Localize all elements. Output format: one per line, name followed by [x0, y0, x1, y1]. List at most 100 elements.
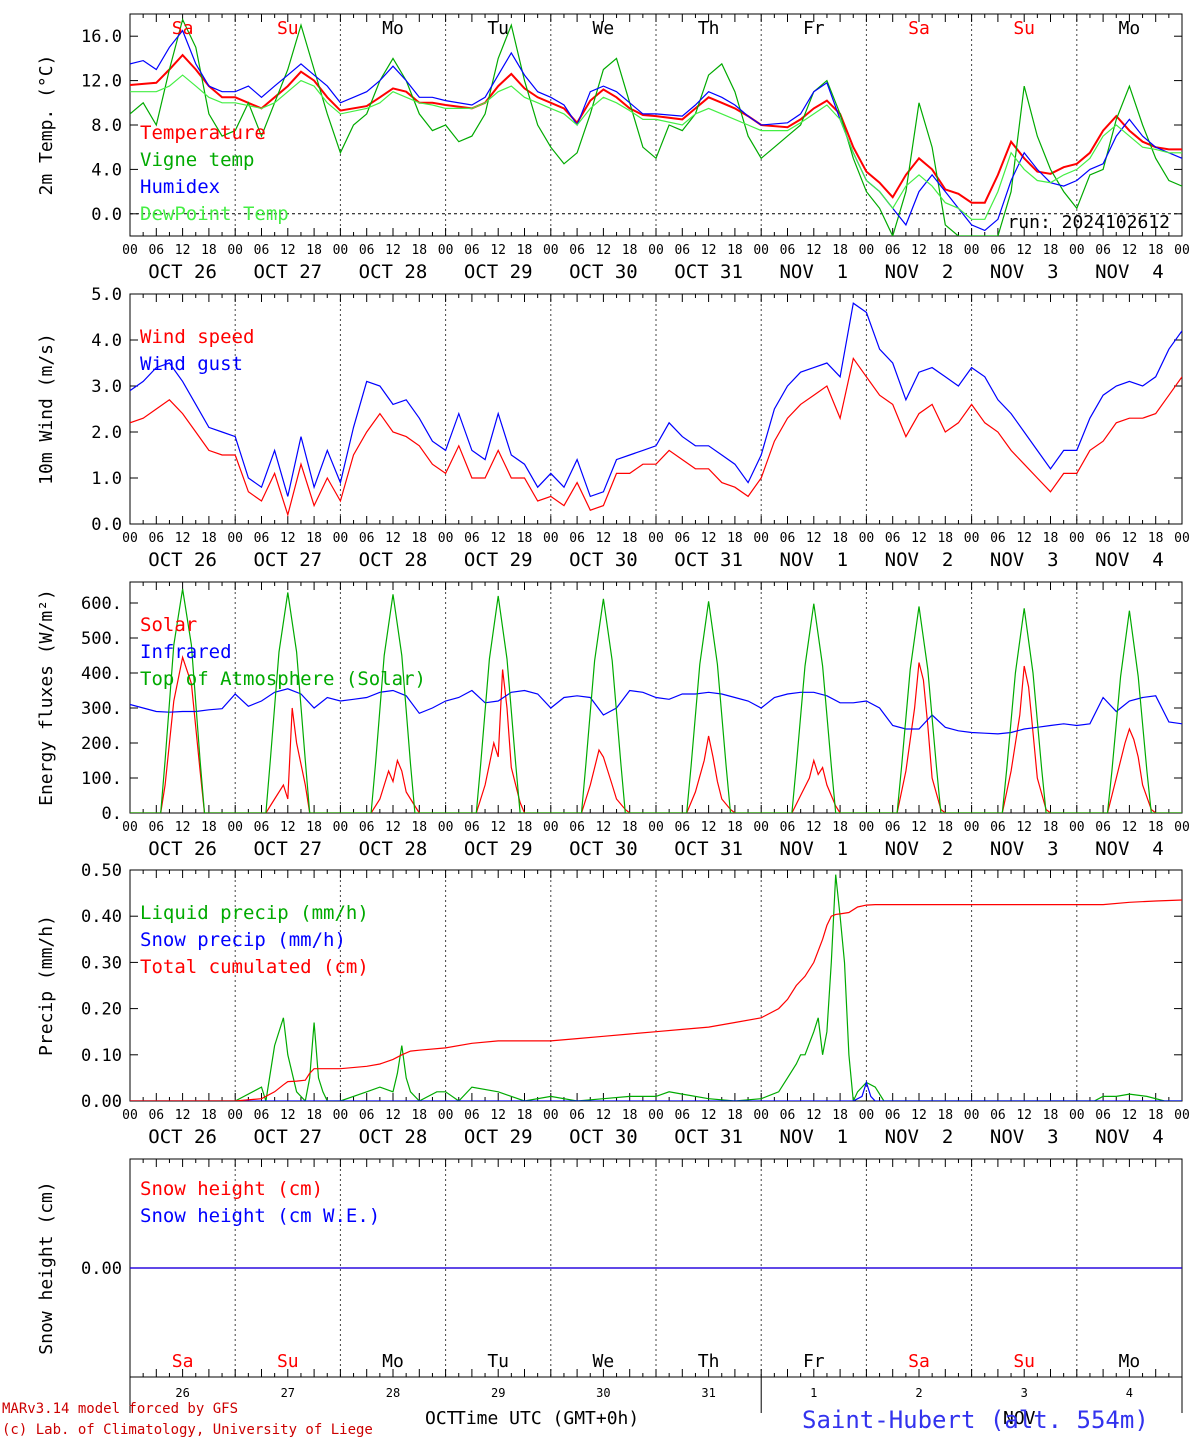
- hour-tick-label: 06: [148, 1108, 164, 1123]
- hour-tick-label: 00: [859, 243, 875, 258]
- y-tick-label: 0.: [102, 804, 122, 824]
- footer-lab-line: (c) Lab. of Climatology, University of L…: [2, 1422, 373, 1438]
- hour-tick-label: 18: [411, 243, 427, 258]
- date-label: OCT 30: [569, 1126, 638, 1148]
- date-label: NOV 3: [990, 261, 1059, 283]
- hour-tick-label: 12: [701, 820, 717, 835]
- y-tick-label: 0.30: [81, 953, 122, 973]
- date-label: OCT 26: [148, 1126, 217, 1148]
- day-of-week-label: Su: [277, 1351, 299, 1372]
- hour-tick-label: 18: [201, 820, 217, 835]
- day-number-label: 26: [175, 1386, 189, 1400]
- hour-tick-label: 18: [201, 531, 217, 546]
- date-label: NOV 1: [779, 1126, 848, 1148]
- hour-tick-label: 06: [359, 243, 375, 258]
- hour-tick-label: 12: [490, 243, 506, 258]
- series-line-4: [130, 74, 1182, 220]
- hour-tick-label: 06: [148, 243, 164, 258]
- series-line-2: [130, 1080, 1182, 1101]
- hour-tick-label: 06: [990, 820, 1006, 835]
- hour-tick-label: 18: [832, 243, 848, 258]
- hour-tick-label: 12: [1122, 820, 1138, 835]
- hour-tick-label: 18: [937, 243, 953, 258]
- legend-entry: Solar: [140, 614, 197, 636]
- hour-tick-label: 00: [227, 820, 243, 835]
- hour-tick-label: 00: [648, 243, 664, 258]
- hour-tick-label: 00: [964, 1108, 980, 1123]
- hour-tick-label: 18: [306, 1108, 322, 1123]
- hour-tick-label: 06: [1095, 531, 1111, 546]
- hour-tick-label: 12: [701, 531, 717, 546]
- y-tick-label: 5.0: [91, 285, 122, 305]
- hour-tick-label: 06: [674, 531, 690, 546]
- y-tick-label: 0.00: [81, 1092, 122, 1112]
- hour-tick-label: 18: [937, 531, 953, 546]
- hour-tick-label: 00: [859, 531, 875, 546]
- hour-tick-label: 12: [175, 243, 191, 258]
- date-label: OCT 27: [253, 838, 322, 860]
- y-tick-label: 400.: [81, 664, 122, 684]
- hour-tick-label: 00: [1069, 1108, 1085, 1123]
- day-of-week-label: Mo: [382, 18, 404, 39]
- hour-tick-label: 00: [1069, 820, 1085, 835]
- y-tick-label: 12.0: [81, 72, 122, 92]
- date-label: OCT 28: [359, 261, 428, 283]
- hour-tick-label: 00: [543, 820, 559, 835]
- hour-tick-label: 06: [1095, 243, 1111, 258]
- date-label: NOV 4: [1095, 261, 1164, 283]
- hour-tick-label: 12: [1122, 1108, 1138, 1123]
- hour-tick-label: 06: [359, 531, 375, 546]
- hour-tick-label: 18: [411, 531, 427, 546]
- day-of-week-label: Mo: [382, 1351, 404, 1372]
- hour-tick-label: 12: [280, 531, 296, 546]
- hour-tick-label: 06: [254, 531, 270, 546]
- legend-entry: Liquid precip (mm/h): [140, 902, 369, 924]
- hour-tick-label: 06: [569, 531, 585, 546]
- hour-tick-label: 18: [727, 1108, 743, 1123]
- day-of-week-label: We: [593, 1351, 615, 1372]
- hour-tick-label: 06: [780, 243, 796, 258]
- hour-tick-label: 00: [964, 531, 980, 546]
- hour-tick-label: 12: [701, 243, 717, 258]
- day-number-label: 3: [1021, 1386, 1028, 1400]
- day-of-week-label: Tu: [487, 1351, 509, 1372]
- hour-tick-label: 06: [464, 243, 480, 258]
- hour-tick-label: 18: [1043, 1108, 1059, 1123]
- y-tick-label: 16.0: [81, 27, 122, 47]
- date-label: NOV 2: [885, 549, 954, 571]
- panel-5: 0.00 Snow height (cm) Snow height (cm) Snow…: [36, 1158, 1183, 1413]
- hour-tick-label: 06: [254, 243, 270, 258]
- date-label: OCT 26: [148, 838, 217, 860]
- hour-tick-label: 18: [727, 243, 743, 258]
- hour-tick-label: 00: [753, 243, 769, 258]
- y-tick-label: 0.40: [81, 907, 122, 927]
- hour-tick-label: 00: [753, 1108, 769, 1123]
- date-label: NOV 4: [1095, 838, 1164, 860]
- hour-tick-label: 00: [1174, 820, 1190, 835]
- day-of-week-label: Mo: [1119, 18, 1141, 39]
- y-tick-label: 3.0: [91, 377, 122, 397]
- hour-tick-label: 18: [306, 531, 322, 546]
- hour-tick-label: 00: [964, 243, 980, 258]
- hour-tick-label: 18: [517, 1108, 533, 1123]
- day-number-label: 4: [1126, 1386, 1133, 1400]
- hour-tick-label: 00: [333, 243, 349, 258]
- hour-tick-label: 18: [517, 531, 533, 546]
- hour-tick-label: 18: [937, 1108, 953, 1123]
- day-number-label: 29: [491, 1386, 505, 1400]
- date-label: OCT 27: [253, 1126, 322, 1148]
- date-label: OCT 27: [253, 549, 322, 571]
- hour-tick-label: 12: [490, 820, 506, 835]
- panel-2: 0.0 1.0 2.0 3.0 4.0 5.0 10m Wind (m/s) Wind spe…: [36, 285, 1190, 571]
- hour-tick-label: 18: [1148, 1108, 1164, 1123]
- hour-tick-label: 00: [122, 243, 138, 258]
- hour-tick-label: 00: [227, 243, 243, 258]
- day-of-week-label: Th: [698, 18, 720, 39]
- y-axis-label: 10m Wind (m/s): [36, 333, 57, 485]
- hour-tick-label: 06: [990, 243, 1006, 258]
- hour-tick-label: 00: [543, 1108, 559, 1123]
- hour-tick-label: 06: [464, 531, 480, 546]
- hour-tick-label: 06: [148, 531, 164, 546]
- hour-tick-label: 12: [385, 820, 401, 835]
- day-number-label: 30: [596, 1386, 610, 1400]
